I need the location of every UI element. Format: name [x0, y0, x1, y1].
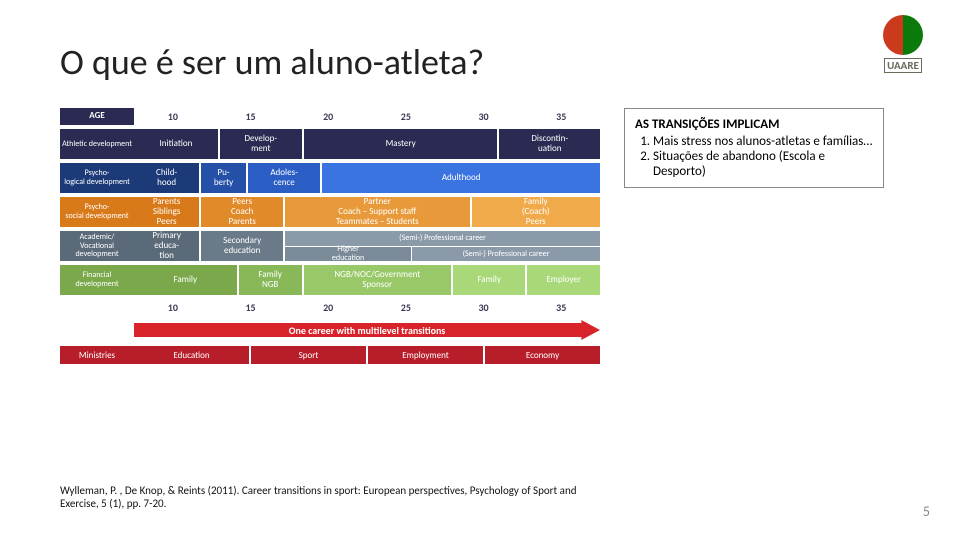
dev-row-label: Psycho-logical development — [60, 163, 134, 193]
dev-row-ath: Athletic developmentInitiationDevelop-me… — [60, 125, 600, 159]
age-cell: 30 — [445, 108, 523, 125]
dev-row-label: Psycho-social development — [60, 197, 134, 227]
career-text: One career with multilevel transitions — [289, 324, 446, 337]
age-label: AGE — [60, 108, 134, 125]
age-cell: 35 — [522, 108, 600, 125]
age-cell: 10 — [134, 108, 212, 125]
dev-segment: Family(Coach)Peers — [470, 197, 600, 227]
age-cell: 35 — [522, 299, 600, 316]
dev-segment: Develop-ment — [218, 129, 302, 159]
dev-segment: Family — [451, 265, 526, 295]
dev-segment: Mastery — [302, 129, 498, 159]
dev-row-soc: Psycho-social developmentParentsSiblings… — [60, 193, 600, 227]
career-arrow: One career with multilevel transitions — [60, 320, 600, 340]
ministry-cell: Education — [134, 346, 249, 364]
age-cell: 20 — [289, 108, 367, 125]
age-cell: 15 — [212, 299, 290, 316]
age-cell: 10 — [134, 299, 212, 316]
dev-segment: Family — [134, 265, 237, 295]
dev-row-label: Financial development — [60, 265, 134, 295]
dev-row-label: Athletic development — [60, 129, 134, 159]
page-title: O que é ser um aluno-atleta? — [60, 40, 900, 84]
age-row-bottom: 101520253035 — [60, 299, 600, 316]
sidebox-header: AS TRANSIÇÕES IMPLICAM — [635, 117, 873, 132]
dev-segment: Secondaryeducation — [199, 231, 283, 261]
citation: Wylleman, P. , De Knop, & Reints (2011).… — [60, 484, 600, 510]
age-cell: 15 — [212, 108, 290, 125]
dev-segment: Primaryeduca-tion — [134, 231, 199, 261]
dev-segment: PeersCoachParents — [199, 197, 283, 227]
dev-segment: Adulthood — [320, 163, 600, 193]
age-cell: 20 — [289, 299, 367, 316]
dev-segment: Discontin-uation — [497, 129, 600, 159]
dev-row-psy: Psycho-logical developmentChild-hoodPu-b… — [60, 159, 600, 193]
ministry-cell: Economy — [483, 346, 600, 364]
logo-text: UAARE — [884, 58, 922, 73]
ministries-label: Ministries — [60, 346, 134, 364]
dev-segment: Employer — [525, 265, 600, 295]
dev-segment: ParentsSiblingsPeers — [134, 197, 199, 227]
dev-row-fin: Financial developmentFamilyFamilyNGBNGB/… — [60, 261, 600, 295]
age-row-top: AGE 101520253035 — [60, 108, 600, 125]
sidebox-item: Mais stress nos alunos-atletas e família… — [653, 134, 873, 149]
ministry-cell: Sport — [249, 346, 366, 364]
dev-segment: NGB/NOC/GovernmentSponsor — [302, 265, 451, 295]
age-cell: 25 — [367, 299, 445, 316]
dev-segment: Adoles-cence — [246, 163, 321, 193]
logo: UAARE — [876, 15, 930, 74]
dev-segment: PartnerCoach – Support staffTeammates – … — [283, 197, 469, 227]
transitions-sidebox: AS TRANSIÇÕES IMPLICAM Mais stress nos a… — [624, 108, 884, 188]
dev-segment: (Semi-) Professional careerHighereducati… — [283, 231, 600, 261]
page-number: 5 — [923, 503, 930, 520]
dev-segment: Initiation — [134, 129, 218, 159]
age-cell: 25 — [367, 108, 445, 125]
sidebox-item: Situações de abandono (Escola e Desporto… — [653, 149, 873, 179]
dev-row-aca: Academic/Vocational developmentPrimaryed… — [60, 227, 600, 261]
dev-segment: Child-hood — [134, 163, 199, 193]
dev-segment: FamilyNGB — [237, 265, 302, 295]
ministry-cell: Employment — [366, 346, 483, 364]
dev-segment: Pu-berty — [199, 163, 246, 193]
ministries-row: Ministries EducationSportEmploymentEcono… — [60, 346, 600, 364]
development-chart: AGE 101520253035 Athletic developmentIni… — [60, 108, 600, 364]
dev-row-label: Academic/Vocational development — [60, 231, 134, 261]
age-cell: 30 — [445, 299, 523, 316]
